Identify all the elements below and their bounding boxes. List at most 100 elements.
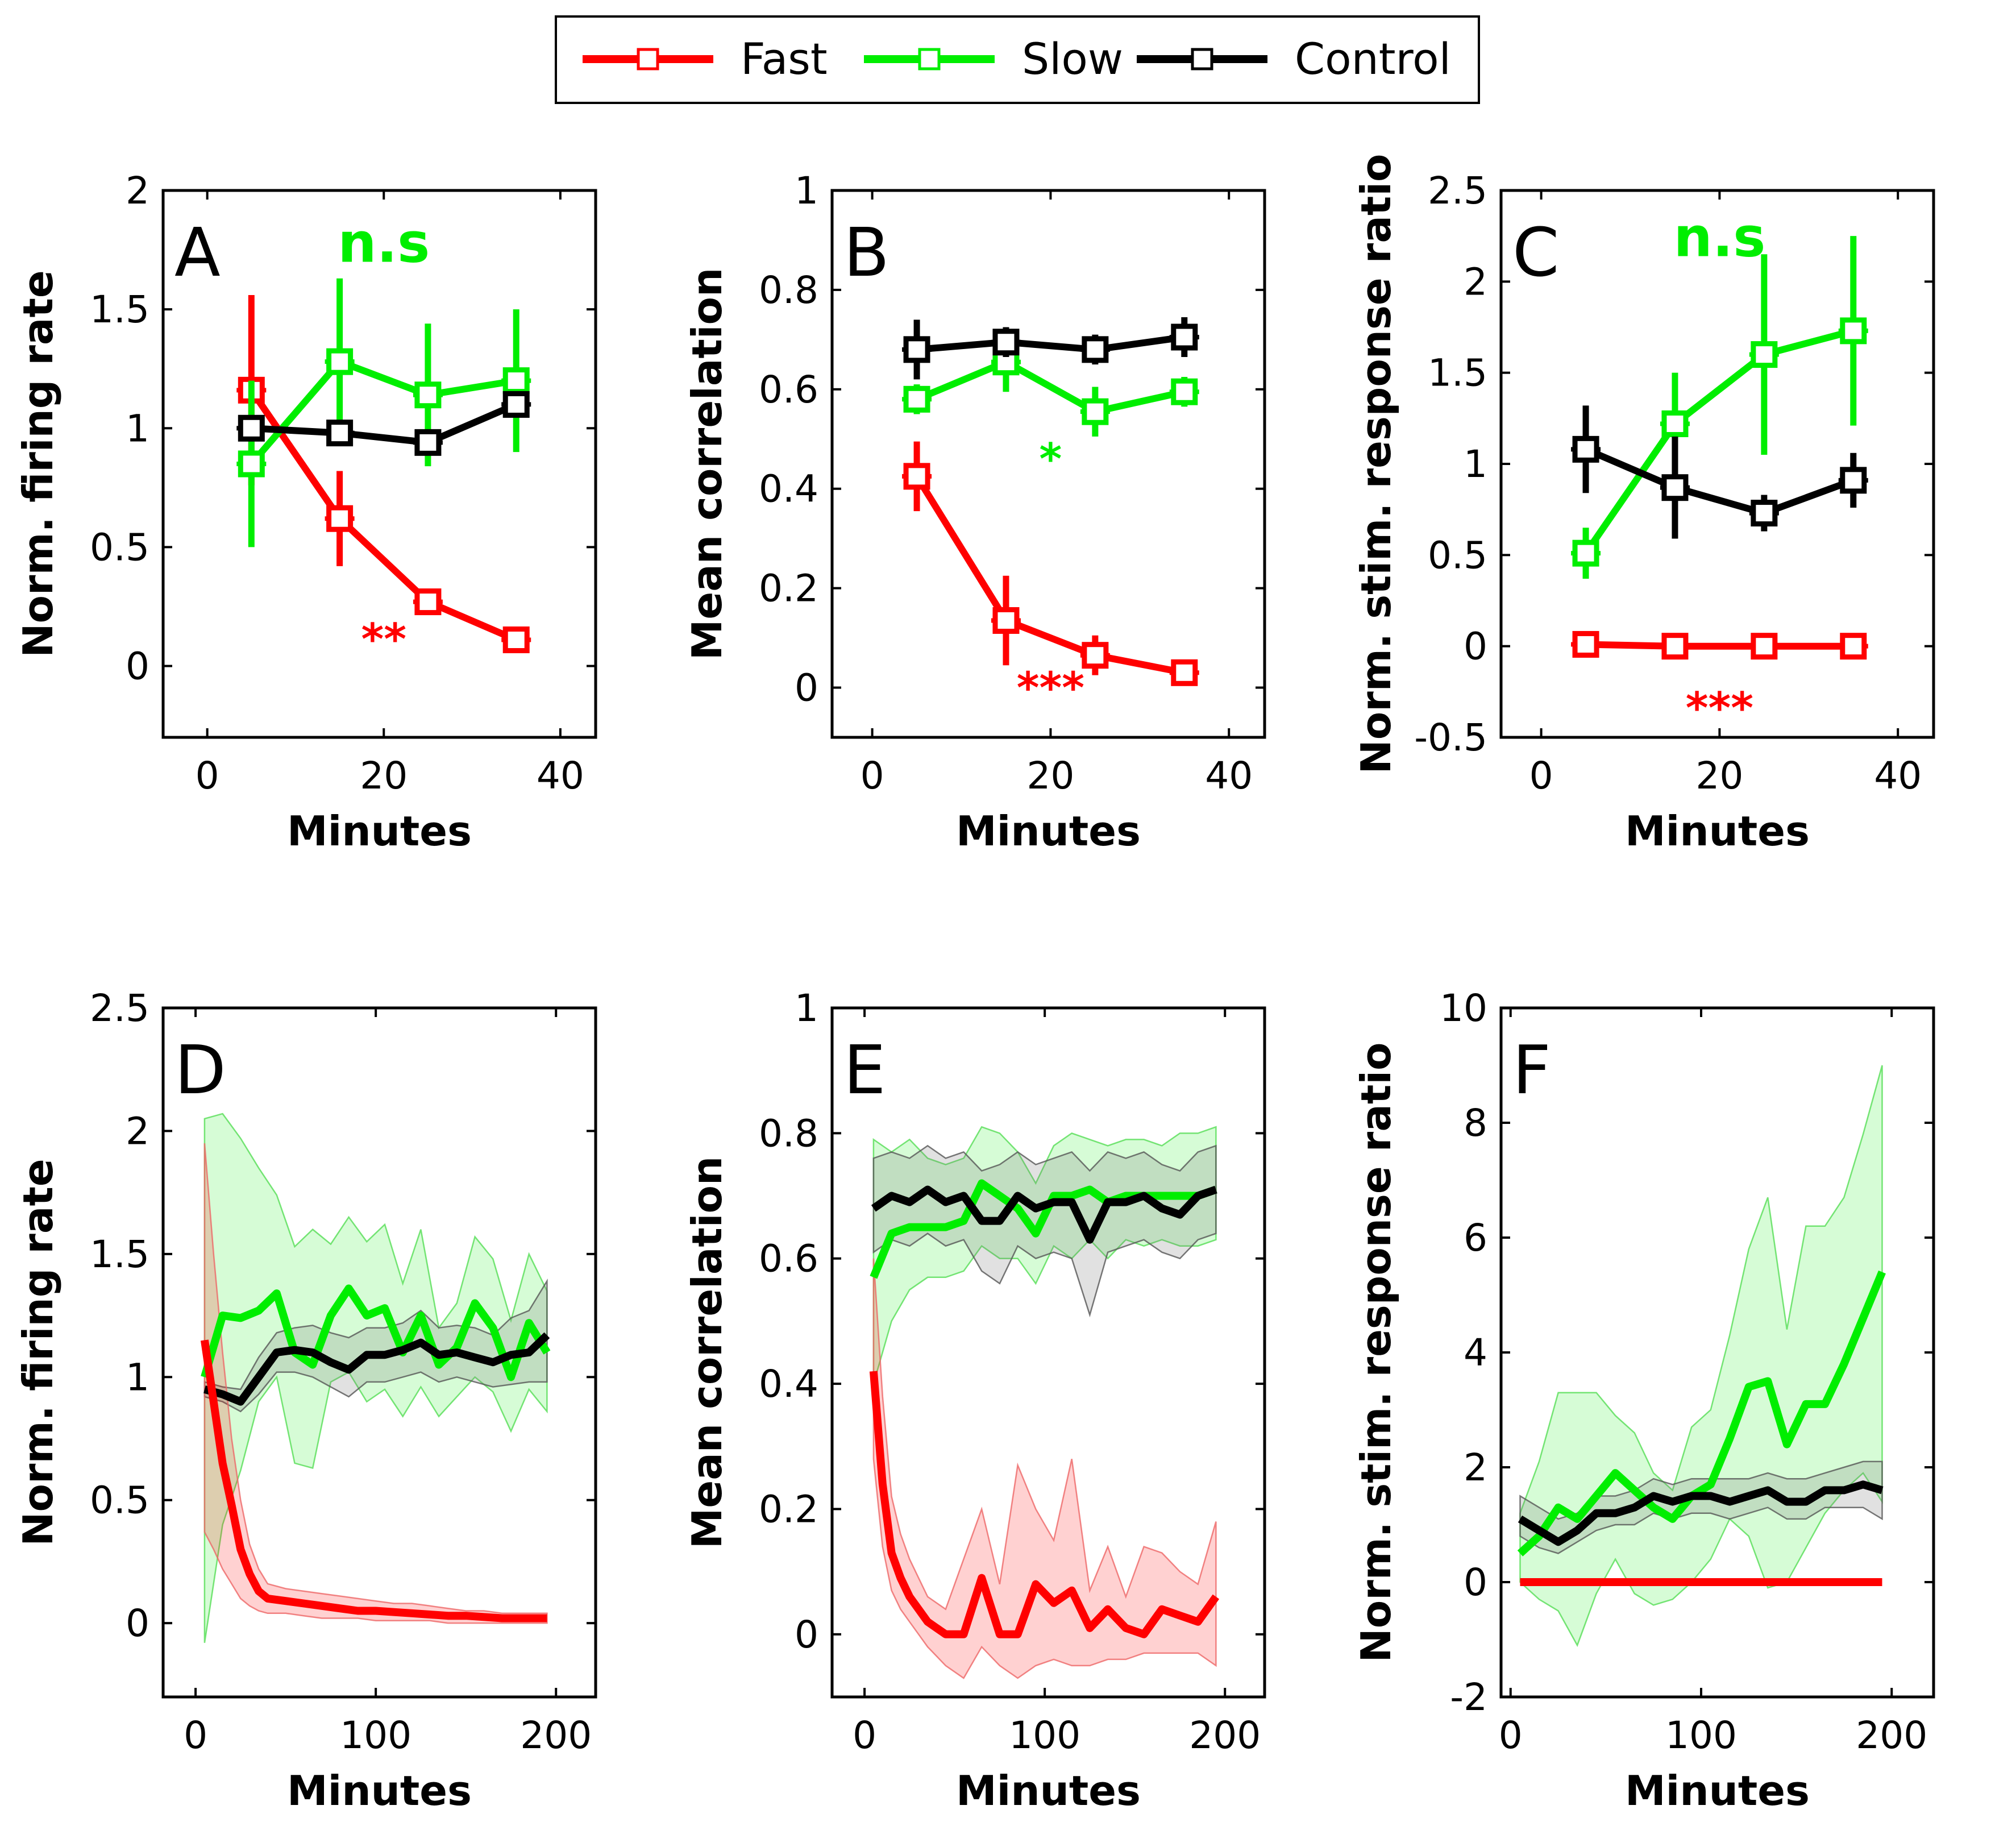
marker-slow [502,367,530,395]
panel-letter: D [174,1031,226,1109]
panel-letter: E [843,1031,886,1109]
marker-slow [1572,540,1599,567]
marker-fast [1661,633,1689,660]
y-tick-label: 0.4 [759,1362,818,1406]
marker-slow [1840,317,1867,345]
marker-slow [1082,398,1109,425]
y-tick-label: 8 [1464,1101,1487,1145]
legend-label-slow: Slow [1022,34,1123,84]
y-tick-label: 10 [1440,986,1487,1030]
y-tick-label: 2.5 [1428,169,1487,213]
y-tick-label: 0.4 [759,467,818,511]
panel-f: 0 100 200 -2 0 2 4 6 8 10 Minutes Norm. stim. respo… [1352,986,1935,1815]
series-line-fast [248,388,518,644]
y-tick-label: 1 [126,406,149,450]
y-tick-label: 0.6 [759,368,818,412]
marker-fast [1572,630,1599,658]
y-axis-label: Norm. firing rate [14,270,62,657]
legend-label-control: Control [1295,34,1451,84]
marker-control [1661,474,1689,501]
marker-control [326,420,354,447]
panel-letter: A [174,213,221,292]
marker-control [1751,500,1778,527]
x-tick-label: 0 [184,1713,207,1757]
legend-marker-control [1191,48,1213,70]
marker-slow [1171,378,1198,405]
series-line-slow [870,1179,1217,1279]
series-line-control [1584,446,1855,517]
legend-marker-fast [637,48,659,70]
marker-slow [1661,410,1689,437]
marker-fast [502,626,530,654]
marker-fast [1082,642,1109,669]
y-tick-label: 0.5 [90,525,149,569]
y-tick-label: 2 [1464,1446,1487,1489]
x-tick-label: 40 [537,754,584,798]
y-tick-label: 0 [1464,1561,1487,1604]
marker-fast [992,607,1020,634]
y-tick-label: 1 [1464,442,1487,486]
y-tick-label: 6 [1464,1216,1487,1260]
marker-control [238,414,265,442]
x-tick-label: 0 [861,754,884,798]
y-axis-label: Norm. firing rate [14,1159,62,1546]
y-tick-label: 1 [126,1355,149,1399]
y-tick-label: 0.6 [759,1237,818,1281]
y-tick-label: 0.8 [759,1111,818,1155]
y-axis-label: Norm. stim. response ratio [1352,154,1400,774]
legend: Fast Slow Control [555,15,1480,104]
y-tick-label: 1.5 [90,1232,149,1276]
axes-frame [1499,189,1935,739]
x-axis-label: Minutes [1625,1767,1810,1815]
significance-annotation: *** [1686,682,1753,733]
marker-slow [903,385,930,413]
y-tick-label: 2 [126,1109,149,1153]
y-tick-label: 0.2 [759,567,818,611]
y-tick-label: 1 [795,169,818,213]
x-tick-label: 200 [1856,1713,1927,1757]
x-tick-label: 100 [1665,1713,1737,1757]
marker-slow [414,381,442,409]
x-axis-label: Minutes [956,807,1141,855]
legend-marker-slow [918,48,941,70]
marker-control [992,329,1020,356]
y-tick-label: -0.5 [1414,716,1487,760]
y-tick-label: 0.2 [759,1487,818,1531]
marker-slow [238,450,265,478]
marker-control [1171,323,1198,351]
series-line-control [1518,1480,1884,1546]
series-line-slow [1583,327,1855,555]
y-tick-label: 4 [1464,1331,1487,1375]
marker-control [414,429,442,456]
significance-annotation: n.s [1673,205,1765,269]
x-axis-label: Minutes [956,1767,1141,1815]
y-axis-label: Mean correlation [683,268,731,660]
y-tick-label: -2 [1450,1675,1487,1719]
series-line-control [251,401,518,446]
y-tick-label: 0 [126,1601,149,1645]
series-line-fast [913,474,1185,677]
y-tick-label: 0.5 [90,1479,149,1522]
series-line-fast [200,1339,547,1622]
y-tick-label: 1.5 [1428,351,1487,395]
x-axis-label: Minutes [1625,807,1810,855]
band-control [1519,1460,1883,1554]
significance-annotation: ** [361,614,407,665]
panel-e: 0 100 200 0 0.2 0.4 0.6 0.8 1 Minutes Mean correla… [683,986,1266,1815]
significance-annotation: n.s [338,211,430,275]
x-tick-label: 20 [360,754,408,798]
marker-fast [903,463,930,490]
x-axis-label: Minutes [287,807,472,855]
marker-fast [1171,659,1198,686]
axes-frame [830,1006,1266,1699]
marker-control [502,391,530,418]
marker-fast [1840,633,1867,660]
panel-letter: B [843,213,889,292]
y-tick-label: 1 [795,986,818,1030]
x-tick-label: 0 [1529,754,1553,798]
marker-fast [414,588,442,616]
y-tick-label: 0 [795,666,818,710]
marker-control [903,336,930,363]
band-control [872,1144,1217,1318]
